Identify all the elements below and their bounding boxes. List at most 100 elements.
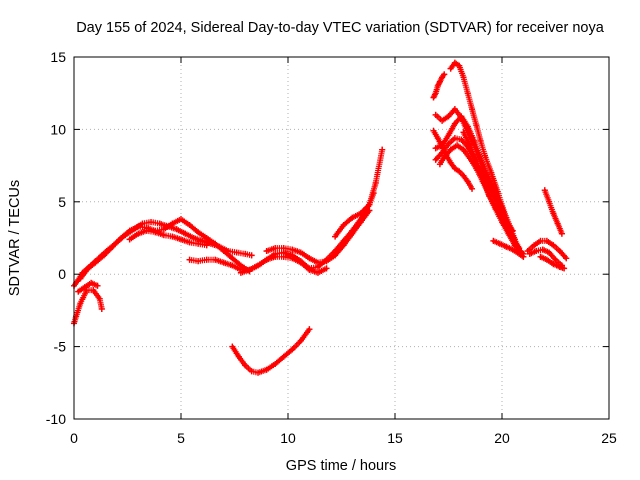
data-point (460, 129, 467, 136)
y-tick-label: 0 (58, 266, 66, 282)
data-point (447, 159, 454, 166)
chart-title: Day 155 of 2024, Sidereal Day-to-day VTE… (76, 20, 605, 36)
data-point (533, 248, 540, 255)
series-track-23 (541, 187, 565, 237)
data-point (477, 155, 484, 162)
data-point (507, 224, 514, 231)
data-point (486, 193, 493, 200)
data-point (332, 252, 339, 259)
data-point (289, 346, 296, 353)
data-point (436, 78, 443, 85)
data-point (332, 233, 339, 240)
data-point (297, 337, 304, 344)
data-point (481, 181, 488, 188)
data-point (126, 236, 133, 243)
series-track-6 (229, 326, 313, 376)
data-point (445, 132, 452, 139)
data-point (441, 153, 448, 160)
data-point (263, 256, 270, 263)
data-point (456, 62, 463, 69)
data-point (212, 240, 219, 247)
data-point (366, 207, 373, 214)
data-point (370, 190, 377, 197)
data-point (477, 169, 484, 176)
marker-trail (229, 326, 313, 376)
data-point (445, 113, 452, 120)
data-point (357, 210, 364, 217)
data-point (451, 106, 458, 113)
data-point (237, 269, 244, 276)
data-point (543, 256, 550, 263)
data-point (178, 236, 184, 243)
data-point (203, 242, 210, 249)
data-point (539, 246, 546, 253)
data-point (280, 245, 287, 252)
data-point (505, 230, 512, 237)
data-point (541, 187, 548, 194)
data-point (98, 305, 105, 312)
data-point (83, 266, 90, 273)
data-point (430, 94, 437, 101)
data-point (156, 220, 163, 227)
data-point (520, 253, 527, 260)
series-track-8 (237, 146, 386, 276)
data-point (195, 229, 202, 236)
data-point (430, 127, 437, 134)
series-track-17 (447, 59, 518, 243)
data-point (77, 300, 84, 307)
data-point (212, 256, 219, 263)
series-track-3 (71, 287, 105, 327)
marker-trail (71, 287, 105, 327)
data-point (349, 230, 356, 237)
data-point (186, 256, 193, 263)
data-point (255, 262, 262, 269)
series-track-20 (524, 237, 570, 262)
data-point (458, 136, 465, 143)
data-point (464, 137, 471, 144)
data-point (543, 237, 550, 244)
data-point (379, 146, 386, 153)
data-point (135, 223, 142, 230)
data-point (92, 259, 99, 266)
data-point (439, 142, 446, 149)
y-tick-label: -10 (46, 411, 66, 427)
marker-trail (447, 59, 518, 243)
data-point (439, 149, 446, 156)
data-point (357, 219, 364, 226)
data-point (306, 326, 313, 333)
data-point (471, 137, 478, 144)
x-tick-label: 20 (494, 430, 510, 446)
data-point (473, 122, 480, 129)
data-point (464, 90, 471, 97)
data-point (190, 235, 197, 241)
data-point (558, 230, 565, 237)
data-point (439, 117, 446, 124)
x-tick-label: 15 (387, 430, 403, 446)
x-tick-label: 10 (280, 430, 296, 446)
axis-ticks: 0 5 10 15 20 25 -10 -5 0 5 10 15 (46, 49, 617, 446)
data-point (233, 249, 240, 256)
data-point (496, 240, 503, 247)
data-point (195, 258, 202, 265)
data-point (460, 74, 467, 81)
data-point (280, 353, 287, 360)
data-point (152, 229, 159, 236)
data-point (203, 256, 210, 263)
data-point (229, 262, 236, 269)
data-point (349, 214, 356, 221)
data-point (160, 232, 167, 239)
data-point (554, 220, 561, 227)
data-point (289, 246, 296, 253)
series-track-4 (75, 279, 101, 295)
data-point (531, 242, 538, 249)
data-point (456, 168, 463, 175)
data-point (118, 235, 125, 241)
data-point (445, 140, 452, 147)
data-point (255, 369, 262, 376)
data-point (297, 258, 304, 265)
series-track-9 (263, 207, 373, 266)
data-point (323, 265, 330, 272)
series-track-18 (460, 129, 527, 257)
data-point (481, 152, 488, 159)
